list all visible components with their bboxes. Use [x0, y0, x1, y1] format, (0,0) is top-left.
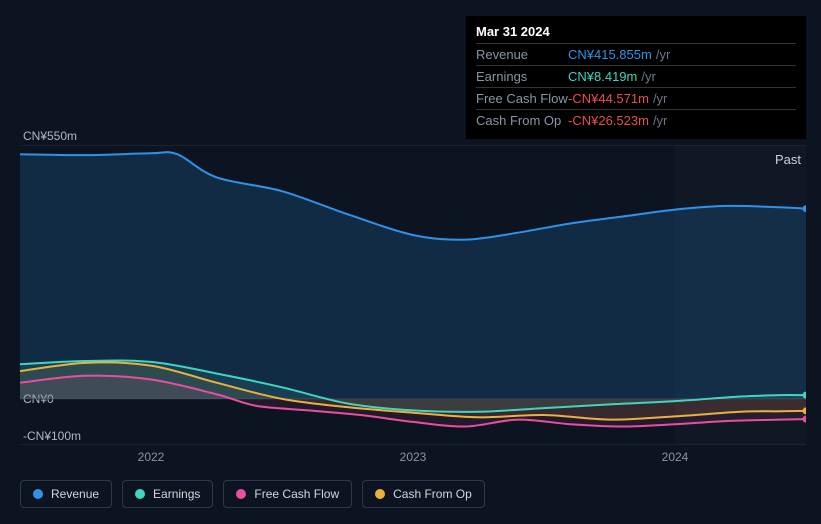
legend: Revenue Earnings Free Cash Flow Cash From O…	[20, 480, 485, 508]
x-axis-tick: 2024	[662, 450, 689, 464]
legend-item-revenue[interactable]: Revenue	[20, 480, 112, 508]
legend-label: Free Cash Flow	[254, 487, 339, 501]
y-axis-label-top: CN¥550m	[23, 129, 77, 143]
tooltip-row-label: Free Cash Flow	[476, 91, 568, 106]
legend-dot-icon	[236, 489, 246, 499]
legend-dot-icon	[375, 489, 385, 499]
tooltip-row-label: Revenue	[476, 47, 568, 62]
tooltip-row-value: -CN¥26.523m	[568, 113, 649, 128]
legend-label: Cash From Op	[393, 487, 472, 501]
tooltip-row: Free Cash Flow-CN¥44.571m/yr	[476, 87, 796, 109]
tooltip-row-label: Cash From Op	[476, 113, 568, 128]
chart-container: Mar 31 2024 RevenueCN¥415.855m/yrEarning…	[0, 0, 821, 524]
x-axis-tick: 2022	[138, 450, 165, 464]
legend-label: Earnings	[153, 487, 200, 501]
tooltip-row: RevenueCN¥415.855m/yr	[476, 43, 796, 65]
tooltip-row-unit: /yr	[656, 47, 670, 62]
legend-item-earnings[interactable]: Earnings	[122, 480, 213, 508]
tooltip-row-unit: /yr	[653, 113, 667, 128]
chart-svg	[20, 145, 806, 445]
tooltip-row-value: CN¥415.855m	[568, 47, 652, 62]
chart-plot-area[interactable]	[20, 145, 806, 445]
tooltip-row-unit: /yr	[653, 91, 667, 106]
tooltip-row-value: -CN¥44.571m	[568, 91, 649, 106]
tooltip-row-label: Earnings	[476, 69, 568, 84]
legend-item-fcf[interactable]: Free Cash Flow	[223, 480, 352, 508]
tooltip-row-unit: /yr	[641, 69, 655, 84]
legend-item-cfo[interactable]: Cash From Op	[362, 480, 485, 508]
x-axis-tick: 2023	[400, 450, 427, 464]
legend-dot-icon	[33, 489, 43, 499]
x-axis-labels: 2022 2023 2024	[20, 450, 806, 468]
tooltip-panel: Mar 31 2024 RevenueCN¥415.855m/yrEarning…	[466, 16, 806, 139]
tooltip-row: EarningsCN¥8.419m/yr	[476, 65, 796, 87]
tooltip-row-value: CN¥8.419m	[568, 69, 637, 84]
legend-dot-icon	[135, 489, 145, 499]
legend-label: Revenue	[51, 487, 99, 501]
tooltip-date: Mar 31 2024	[476, 24, 796, 43]
tooltip-row: Cash From Op-CN¥26.523m/yr	[476, 109, 796, 131]
